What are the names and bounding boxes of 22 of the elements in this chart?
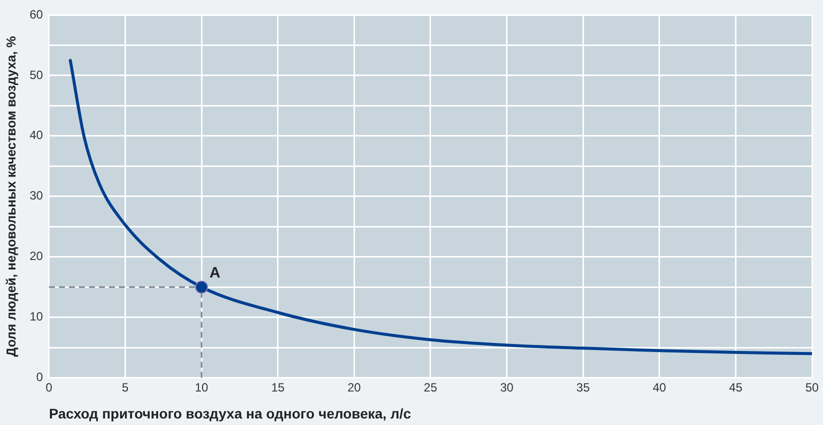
y-tick-label: 20 (30, 249, 44, 264)
y-tick-label: 0 (36, 370, 44, 384)
x-tick-label: 10 (194, 380, 209, 394)
y-axis-title: Доля людей, недовольных качеством воздуха, % (3, 36, 18, 357)
x-tick-label: 40 (652, 380, 666, 394)
y-tick-label: 50 (30, 68, 44, 82)
x-tick-label: 0 (46, 380, 53, 394)
x-axis-title: Расход приточного воздуха на одного человека, л/с (48, 405, 412, 422)
line-series (68, 58, 812, 356)
x-tick-label: 20 (347, 380, 362, 394)
x-tick-label: 15 (271, 380, 285, 394)
annotation: A (210, 264, 221, 282)
x-tick-label: 50 (805, 380, 819, 394)
x-tick-label: 25 (424, 380, 438, 394)
x-tick-label: 30 (500, 380, 514, 394)
y-tick-label: 40 (30, 128, 44, 142)
y-tick-label: 30 (30, 188, 44, 203)
x-tick-label: 35 (576, 380, 590, 394)
y-tick-label: 60 (30, 7, 44, 22)
x-tick-label: 45 (729, 380, 743, 394)
y-tick-label: 10 (30, 310, 44, 324)
x-tick-label: 5 (122, 380, 129, 394)
